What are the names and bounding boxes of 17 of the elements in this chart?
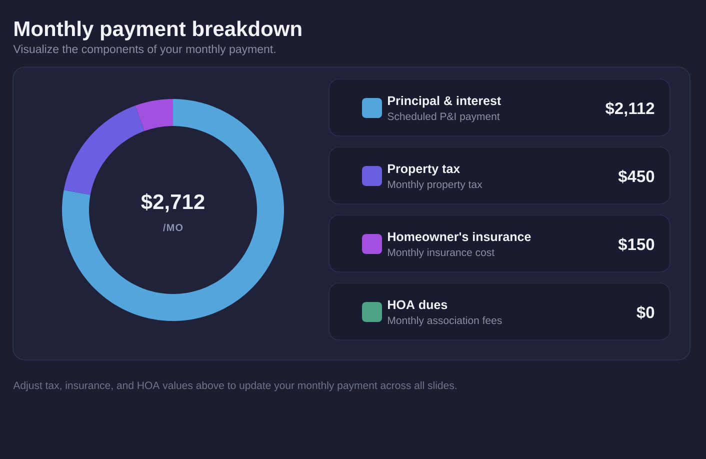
data-label: $2,112 [605,102,654,117]
text: Monthly insurance cost [388,248,494,258]
text: /MO [163,224,183,232]
data-label: $450 [618,170,654,184]
data-label: $150 [618,238,654,252]
chart-title: Monthly payment breakdown [14,20,302,40]
text: Monthly association fees [388,316,502,326]
text: Monthly property tax [388,180,482,190]
legend-label: Property tax [388,164,460,176]
text: $2,712 [141,193,204,212]
text: Scheduled P&I payment [388,112,500,122]
text: Adjust tax, insurance, and HOA values above to update your monthly payment across all slides. [13,381,456,392]
legend-label: Homeowner's insurance [388,232,531,242]
text: $0 [636,306,654,320]
chart-subtitle: Visualize the components of your monthly payment. [13,44,276,56]
legend-label: HOA dues [388,300,448,310]
legend-label: Principal & interest [388,96,501,108]
